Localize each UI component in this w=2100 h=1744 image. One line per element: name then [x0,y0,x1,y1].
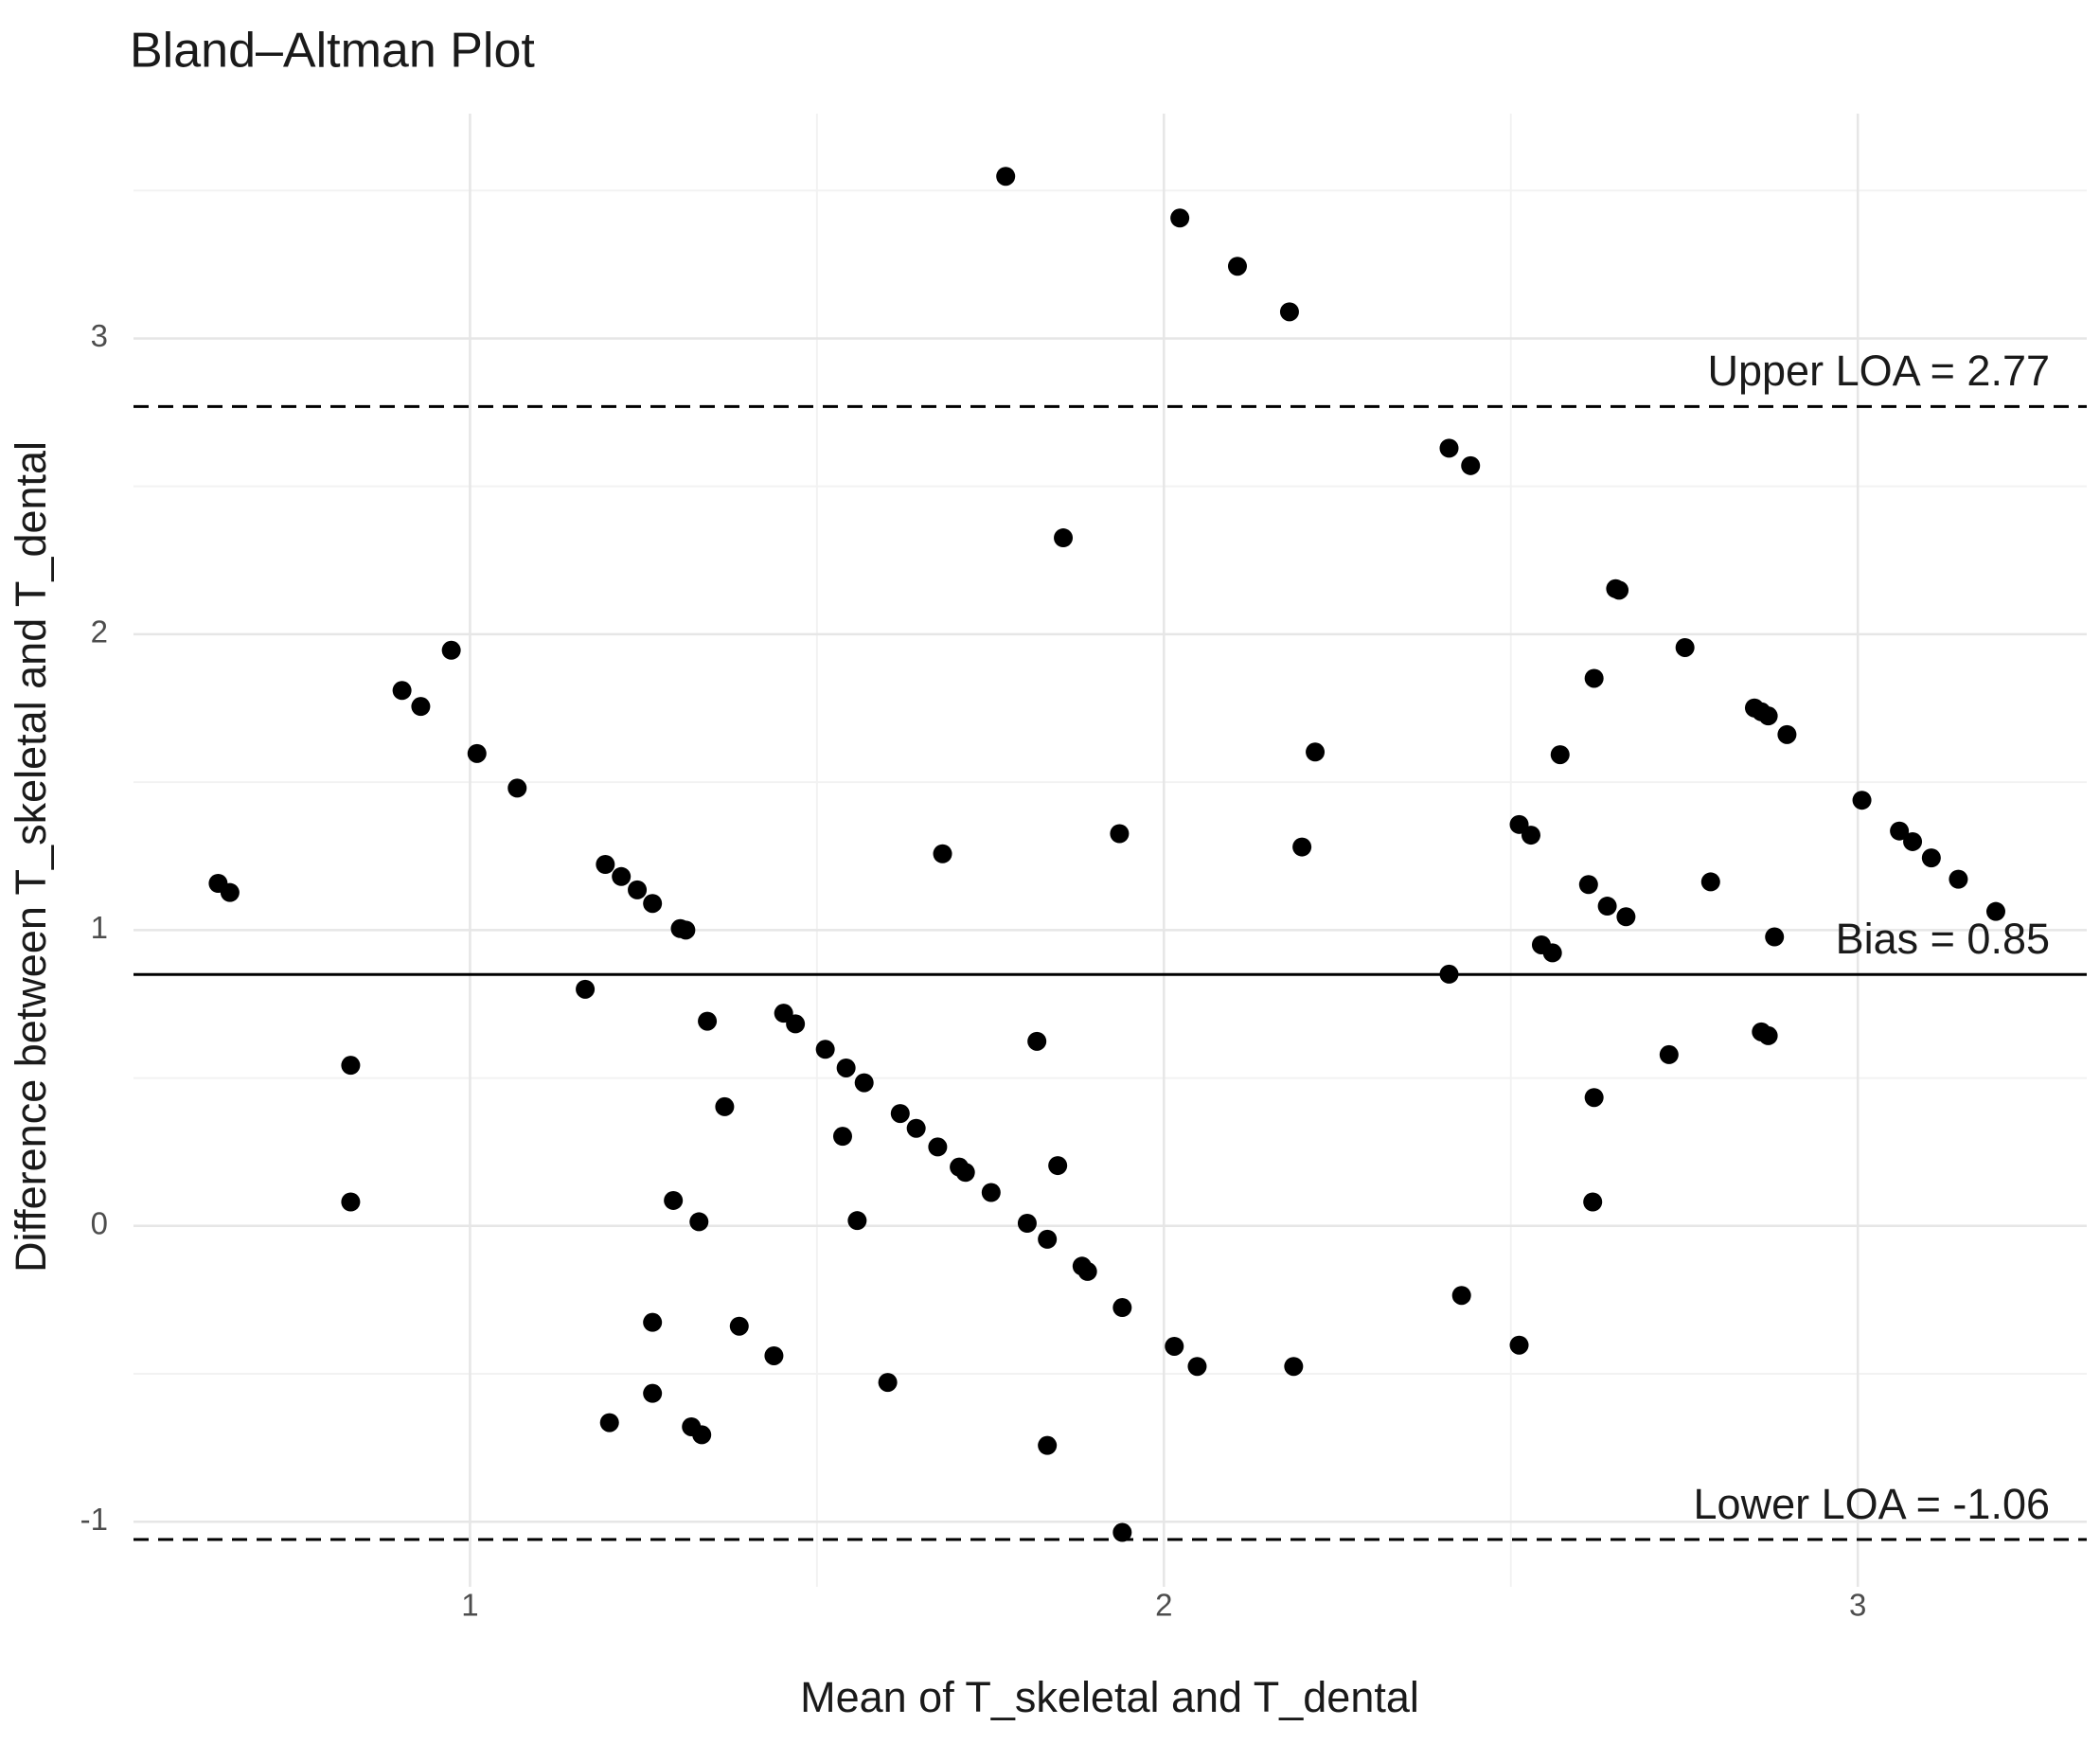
point [1610,580,1629,600]
point [1077,1261,1097,1281]
point [664,1190,684,1210]
point [1165,1336,1184,1356]
point [1112,1298,1132,1318]
point [955,1163,975,1183]
point [815,1040,835,1059]
point [1616,907,1636,927]
point [981,1183,1001,1202]
point [1903,831,1923,851]
point [1985,901,2005,921]
point [1765,927,1785,947]
point [1038,1435,1058,1455]
point [1110,824,1130,844]
point [1292,837,1312,857]
point [878,1373,898,1393]
point [676,920,696,940]
point [612,866,632,886]
x-tick-label: 1 [461,1588,478,1623]
point [933,844,952,863]
point [1852,791,1872,810]
point [1112,1522,1132,1542]
reference-label: Lower LOA = -1.06 [1694,1480,2050,1528]
point [1921,848,1941,868]
point [392,681,412,701]
point [729,1316,749,1336]
point [854,1073,874,1093]
point [643,894,663,914]
point [411,697,431,717]
point [467,743,487,763]
point [698,1011,718,1031]
point [1578,875,1598,895]
point [1584,668,1604,688]
point [1550,745,1570,765]
point [836,1058,856,1077]
point [906,1118,926,1138]
point [786,1014,806,1034]
point [441,640,461,660]
y-tick-label: 1 [91,910,108,945]
point [689,1212,709,1232]
point [1777,724,1797,744]
point [692,1425,712,1445]
point [890,1104,910,1124]
y-tick-label: -1 [80,1502,108,1537]
point [1949,869,1968,889]
point [928,1137,948,1157]
point [1583,1192,1603,1212]
x-tick-label: 3 [1849,1588,1866,1623]
point [1758,1025,1778,1045]
point [996,167,1016,187]
point [1758,706,1778,726]
point [1451,1286,1471,1306]
point [220,882,240,902]
point [1054,528,1074,548]
point [596,854,615,874]
point [1597,897,1617,916]
y-tick-label: 0 [91,1206,108,1241]
point [507,778,527,798]
point [1048,1156,1068,1176]
point [1284,1357,1304,1377]
point [1584,1088,1604,1108]
point [341,1192,361,1212]
reference-label: Upper LOA = 2.77 [1708,347,2051,395]
point [1675,637,1695,657]
point [1187,1357,1207,1377]
point [764,1345,784,1365]
point [1227,257,1247,276]
point [1700,872,1720,892]
point [1461,455,1481,475]
point [576,979,596,999]
point [1439,438,1459,458]
point [1170,208,1190,228]
point [643,1383,663,1403]
point [628,880,648,899]
point [1659,1044,1679,1064]
y-tick-label: 2 [91,614,108,650]
point [715,1096,735,1116]
point [1027,1031,1047,1051]
point [1542,943,1562,963]
point [1038,1229,1058,1249]
point [1279,302,1299,322]
point [847,1211,867,1231]
point [1521,826,1540,845]
x-tick-label: 2 [1155,1588,1172,1623]
y-axis-label: Difference between T_skeletal and T_dent… [7,441,55,1272]
point [599,1413,619,1433]
point [1306,742,1326,762]
point [1509,1335,1529,1355]
x-axis-label: Mean of T_skeletal and T_dental [800,1673,1419,1721]
chart-title: Bland–Altman Plot [130,24,535,79]
reference-label: Bias = 0.85 [1836,915,2050,963]
point [832,1127,852,1147]
point [341,1056,361,1076]
point [643,1312,663,1332]
point [1890,821,1910,841]
point [1017,1213,1037,1233]
y-tick-label: 3 [91,318,108,353]
